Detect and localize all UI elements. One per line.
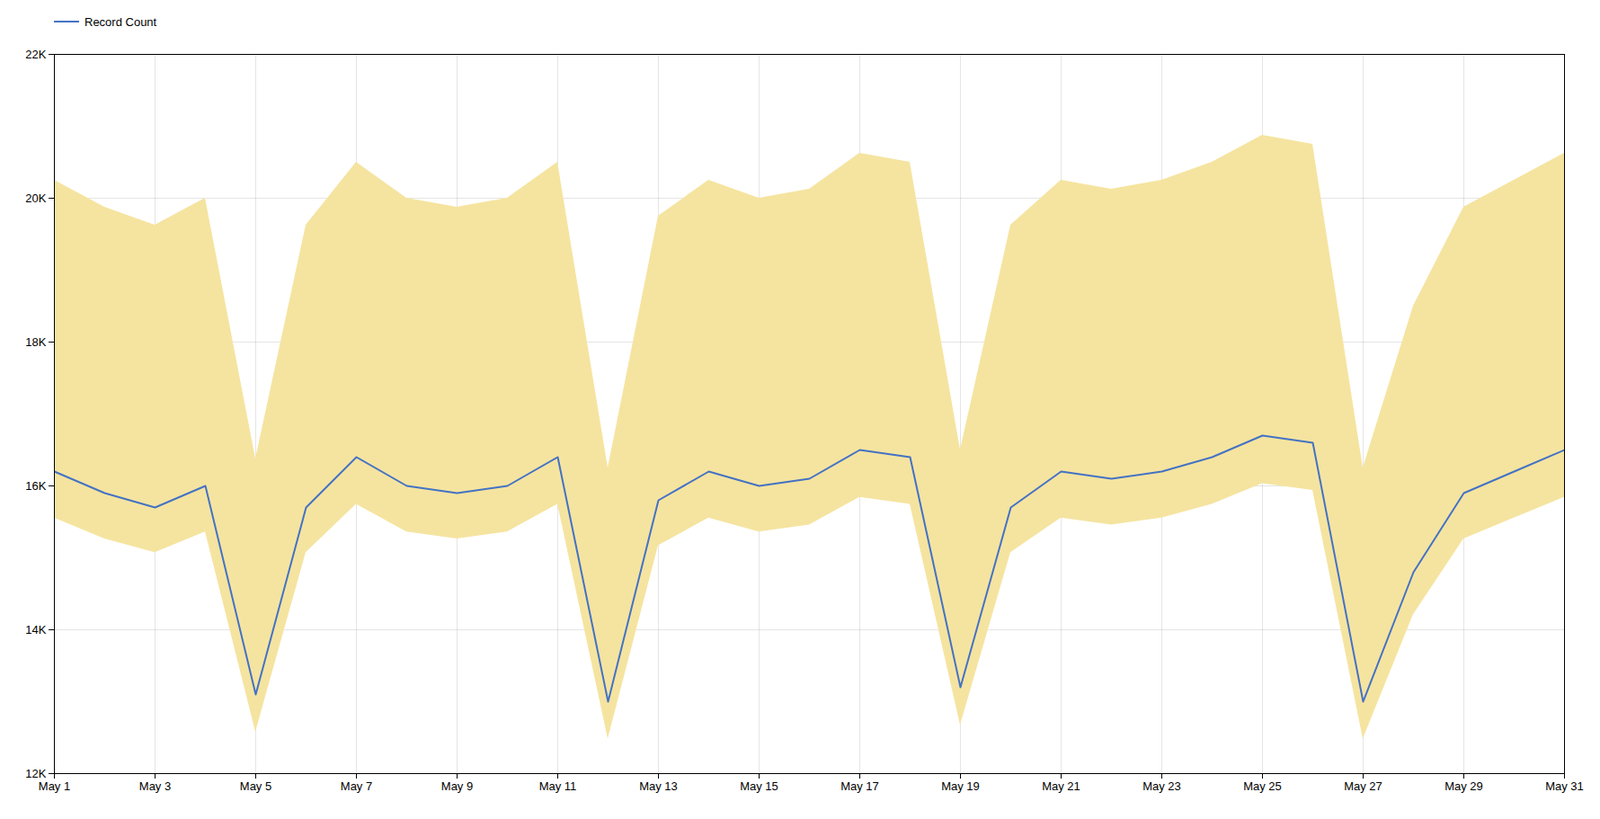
svg-text:18K: 18K [25, 335, 46, 349]
svg-text:20K: 20K [25, 191, 46, 205]
svg-text:May 31: May 31 [1545, 779, 1584, 793]
svg-text:May 9: May 9 [441, 779, 473, 793]
svg-text:May 13: May 13 [639, 779, 678, 793]
svg-text:May 23: May 23 [1142, 779, 1182, 793]
svg-text:May 3: May 3 [139, 779, 171, 793]
svg-text:May 11: May 11 [539, 779, 578, 793]
svg-text:May 15: May 15 [739, 779, 779, 793]
svg-text:12K: 12K [25, 766, 46, 781]
svg-text:May 25: May 25 [1243, 779, 1282, 793]
svg-text:May 29: May 29 [1444, 779, 1484, 793]
svg-text:May 17: May 17 [840, 779, 880, 793]
svg-text:May 27: May 27 [1343, 779, 1383, 793]
svg-text:May 21: May 21 [1041, 779, 1081, 793]
svg-text:May 7: May 7 [340, 779, 373, 793]
html-text:Record Count: Record Count [84, 14, 157, 29]
svg-text:May 1: May 1 [38, 779, 71, 793]
svg-text:14K: 14K [25, 622, 46, 637]
svg-text:May 19: May 19 [941, 779, 980, 793]
svg-text:May 5: May 5 [240, 779, 272, 793]
svg-text:16K: 16K [25, 479, 46, 493]
svg-text:22K: 22K [25, 47, 46, 62]
